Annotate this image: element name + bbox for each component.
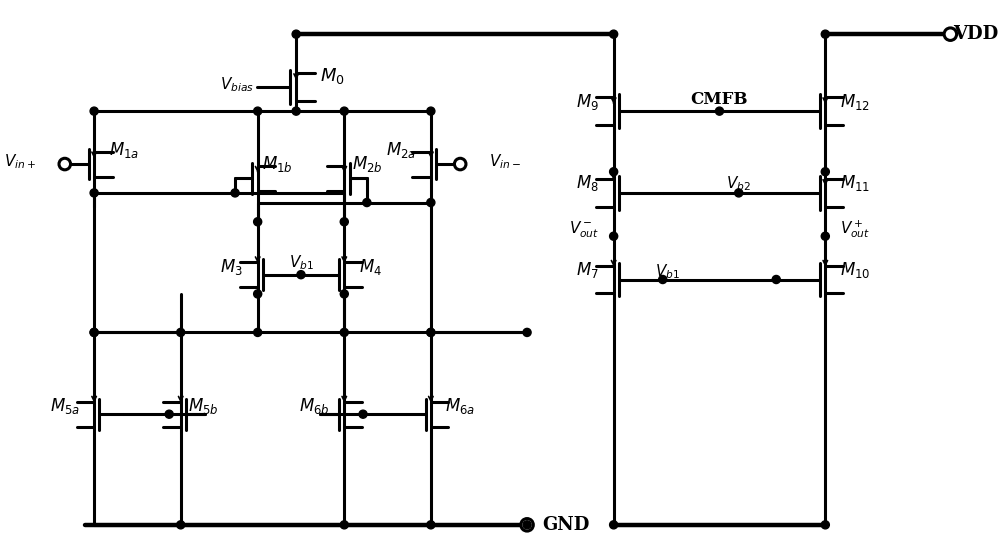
- Text: $M_{1a}$: $M_{1a}$: [109, 140, 139, 160]
- Text: $M_0$: $M_0$: [320, 65, 345, 86]
- Circle shape: [292, 30, 300, 38]
- Circle shape: [659, 276, 667, 283]
- Circle shape: [523, 521, 531, 529]
- Text: $M_{5b}$: $M_{5b}$: [188, 396, 219, 416]
- Text: $M_{12}$: $M_{12}$: [840, 92, 870, 111]
- Text: $M_{6a}$: $M_{6a}$: [445, 396, 475, 416]
- Circle shape: [90, 189, 98, 197]
- Circle shape: [254, 290, 262, 298]
- Circle shape: [297, 271, 305, 279]
- Circle shape: [292, 107, 300, 115]
- Circle shape: [715, 107, 724, 115]
- Circle shape: [610, 521, 618, 529]
- Circle shape: [821, 521, 829, 529]
- Circle shape: [254, 107, 262, 115]
- Circle shape: [165, 410, 173, 418]
- Circle shape: [59, 158, 71, 170]
- Circle shape: [359, 410, 367, 418]
- Circle shape: [340, 218, 348, 226]
- Text: $M_{2b}$: $M_{2b}$: [352, 154, 383, 174]
- Circle shape: [177, 328, 185, 337]
- Circle shape: [821, 232, 829, 240]
- Circle shape: [454, 158, 466, 170]
- Circle shape: [90, 107, 98, 115]
- Text: $M_{1b}$: $M_{1b}$: [262, 154, 293, 174]
- Text: GND: GND: [542, 516, 589, 534]
- Text: VDD: VDD: [953, 25, 999, 43]
- Circle shape: [427, 521, 435, 529]
- Circle shape: [735, 189, 743, 197]
- Circle shape: [90, 328, 98, 337]
- Circle shape: [254, 328, 262, 337]
- Circle shape: [90, 328, 98, 337]
- Text: $M_{6b}$: $M_{6b}$: [299, 396, 330, 416]
- Circle shape: [521, 519, 533, 531]
- Text: $M_4$: $M_4$: [359, 257, 382, 277]
- Circle shape: [821, 30, 829, 38]
- Text: $V_{b2}$: $V_{b2}$: [726, 174, 751, 193]
- Circle shape: [610, 30, 618, 38]
- Circle shape: [523, 328, 531, 337]
- Circle shape: [772, 276, 780, 283]
- Text: $M_{11}$: $M_{11}$: [840, 173, 870, 193]
- Text: $V_{in+}$: $V_{in+}$: [4, 153, 36, 172]
- Text: $V_{bias}$: $V_{bias}$: [220, 75, 254, 93]
- Text: $M_{10}$: $M_{10}$: [840, 260, 870, 280]
- Text: $V_{in-}$: $V_{in-}$: [489, 153, 521, 172]
- Text: $V_{out}^-$: $V_{out}^-$: [569, 219, 599, 240]
- Circle shape: [944, 28, 957, 40]
- Circle shape: [340, 328, 348, 337]
- Text: CMFB: CMFB: [691, 91, 748, 108]
- Circle shape: [363, 198, 371, 207]
- Text: $M_{2a}$: $M_{2a}$: [386, 140, 416, 160]
- Circle shape: [427, 328, 435, 337]
- Circle shape: [610, 168, 618, 176]
- Circle shape: [427, 107, 435, 115]
- Text: $M_{5a}$: $M_{5a}$: [50, 396, 80, 416]
- Circle shape: [231, 189, 239, 197]
- Text: $M_8$: $M_8$: [576, 173, 599, 193]
- Text: $M_7$: $M_7$: [576, 260, 599, 280]
- Circle shape: [177, 521, 185, 529]
- Circle shape: [340, 107, 348, 115]
- Circle shape: [427, 198, 435, 207]
- Circle shape: [610, 232, 618, 240]
- Text: $V_{b1}$: $V_{b1}$: [289, 254, 313, 272]
- Circle shape: [340, 290, 348, 298]
- Circle shape: [427, 328, 435, 337]
- Text: $V_{out}^+$: $V_{out}^+$: [840, 219, 870, 240]
- Text: $M_9$: $M_9$: [576, 92, 599, 111]
- Circle shape: [254, 218, 262, 226]
- Circle shape: [821, 168, 829, 176]
- Circle shape: [340, 521, 348, 529]
- Text: $V_{b1}$: $V_{b1}$: [655, 263, 680, 281]
- Text: $M_3$: $M_3$: [220, 257, 243, 277]
